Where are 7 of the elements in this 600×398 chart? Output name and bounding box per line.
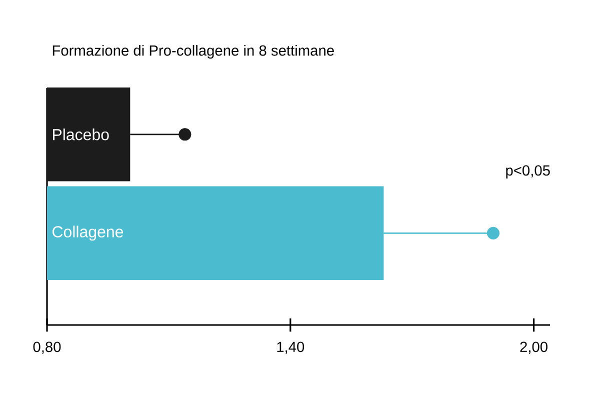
- y-tick-label: Placebo: [53, 128, 109, 140]
- annotation: p<0,05: [506, 165, 550, 179]
- x-tick-label: 2,00: [520, 342, 548, 354]
- x-tick-label: 0,80: [33, 342, 61, 354]
- y-tick-label: Collagene: [52, 226, 124, 241]
- x-tick-label: 1,40: [277, 342, 304, 354]
- chart-title: Formazione di Pro-collagene in 8 settimane: [52, 44, 334, 59]
